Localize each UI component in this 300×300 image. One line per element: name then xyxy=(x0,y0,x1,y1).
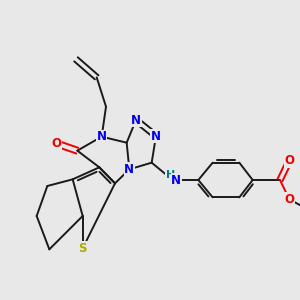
Text: S: S xyxy=(78,242,87,255)
Text: H: H xyxy=(166,169,175,180)
Text: N: N xyxy=(97,130,107,143)
Text: O: O xyxy=(284,193,294,206)
Text: N: N xyxy=(124,163,134,176)
Text: N: N xyxy=(151,130,161,142)
Text: N: N xyxy=(131,113,141,127)
Text: O: O xyxy=(51,137,61,150)
Text: N: N xyxy=(171,173,181,187)
Text: O: O xyxy=(284,154,294,167)
